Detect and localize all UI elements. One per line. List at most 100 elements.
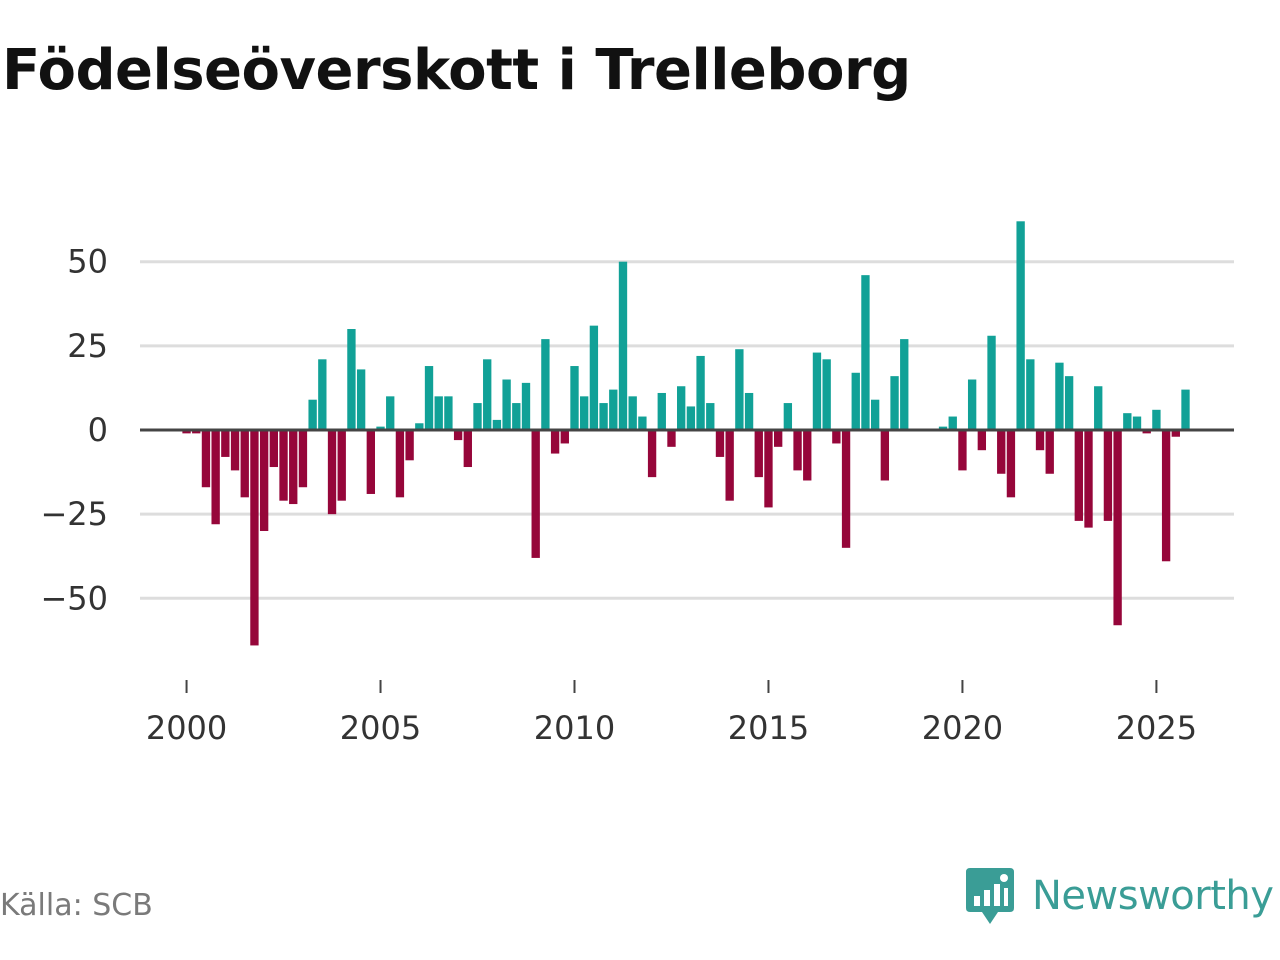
bar <box>376 426 385 430</box>
bar <box>686 406 696 430</box>
bar <box>628 396 637 430</box>
bar <box>356 369 366 430</box>
bar <box>589 325 599 430</box>
bar <box>958 430 967 471</box>
bar <box>201 430 211 488</box>
bar <box>1045 430 1054 474</box>
bar <box>948 416 957 430</box>
bar <box>735 349 744 430</box>
bar <box>289 430 298 505</box>
x-tick-label: 2005 <box>340 709 421 747</box>
bar <box>483 359 492 430</box>
bar <box>696 355 705 430</box>
brand-name: Newsworthy <box>1032 873 1274 919</box>
bar <box>405 430 414 461</box>
bar <box>424 366 434 430</box>
x-tick-label: 2015 <box>728 709 809 747</box>
bar <box>987 335 996 430</box>
bar <box>706 403 715 430</box>
bar <box>1035 430 1045 451</box>
bar <box>1084 430 1093 528</box>
bar <box>570 366 579 430</box>
bar <box>715 430 725 457</box>
bar <box>890 376 899 430</box>
bar <box>851 372 860 430</box>
y-tick-label: 25 <box>67 327 108 365</box>
bar <box>657 392 666 430</box>
x-tick-label: 2020 <box>922 709 1003 747</box>
bar <box>327 430 337 515</box>
bar <box>618 261 628 430</box>
bar <box>822 359 831 430</box>
bar <box>667 430 676 447</box>
bar <box>434 396 443 430</box>
newsworthy-brand: Newsworthy <box>964 864 1274 928</box>
x-tick-label: 2025 <box>1116 709 1197 747</box>
bar <box>647 430 657 478</box>
bar <box>502 379 511 430</box>
bar <box>1113 430 1122 626</box>
bar <box>269 430 279 468</box>
bar <box>638 416 647 430</box>
bar <box>803 430 812 481</box>
bar <box>841 430 851 548</box>
bar <box>1161 430 1171 562</box>
bar <box>337 430 346 501</box>
bar <box>1074 430 1083 521</box>
bar <box>240 430 249 498</box>
bar <box>967 379 977 430</box>
bar <box>812 352 822 430</box>
bar <box>764 430 773 508</box>
bar <box>1181 389 1190 430</box>
bar <box>521 382 531 430</box>
bar <box>861 275 870 430</box>
bar <box>366 430 375 494</box>
bar <box>279 430 288 501</box>
bar <box>1094 386 1103 430</box>
source-label: Källa: SCB <box>0 888 153 923</box>
bar <box>1055 362 1064 430</box>
bar <box>259 430 269 531</box>
bar <box>783 403 793 430</box>
x-tick-label: 2010 <box>534 709 615 747</box>
bar <box>444 396 453 430</box>
bar <box>870 399 880 430</box>
bar <box>211 430 220 525</box>
bar <box>725 430 734 501</box>
bar <box>977 430 987 451</box>
bar <box>560 430 569 444</box>
bar <box>541 339 550 430</box>
bar <box>395 430 405 498</box>
bar <box>1026 359 1035 430</box>
x-axis: 2000 2005 2010 2015 2020 2025 <box>146 680 1197 747</box>
y-tick-label: 0 <box>88 411 108 449</box>
bar <box>531 430 540 558</box>
gridlines <box>140 260 1234 600</box>
bar <box>580 396 589 430</box>
bar <box>512 403 521 430</box>
bar <box>997 430 1006 474</box>
bar <box>793 430 802 471</box>
bar <box>453 430 463 441</box>
bar <box>1006 430 1016 498</box>
y-tick-label: −25 <box>40 495 108 533</box>
bar <box>1016 221 1025 430</box>
bar <box>880 430 890 481</box>
bar <box>1132 416 1142 430</box>
bar <box>609 389 618 430</box>
bar <box>550 430 560 454</box>
bar <box>938 426 948 430</box>
bar <box>1171 430 1180 437</box>
bar <box>347 329 356 430</box>
bars <box>182 221 1190 646</box>
bar <box>774 430 783 447</box>
bar <box>318 359 327 430</box>
x-tick-label: 2000 <box>146 709 227 747</box>
bar <box>182 430 191 434</box>
bar <box>308 399 317 430</box>
bar <box>1142 430 1151 434</box>
bar <box>463 430 472 468</box>
bar <box>298 430 308 488</box>
bar <box>677 386 686 430</box>
y-tick-label: −50 <box>40 579 108 617</box>
